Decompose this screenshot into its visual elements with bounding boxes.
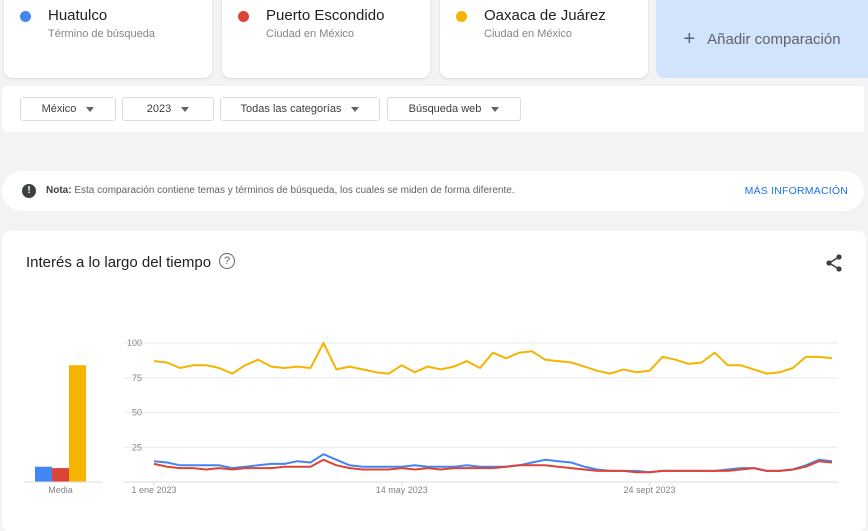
interest-chart: 25 50 75 100 1 ene 2023 14 may 2023 24 sept 20…	[24, 338, 838, 495]
y-tick-label: 75	[132, 373, 142, 383]
plus-icon: +	[683, 27, 696, 50]
add-comparison-label: Añadir comparación	[707, 30, 841, 48]
term-name: Oaxaca de Juárez	[484, 7, 606, 24]
average-label: Media	[48, 485, 73, 495]
chart-section-title: Interés a lo largo del tiempo	[26, 254, 212, 271]
period-dropdown[interactable]: 2023	[122, 97, 214, 121]
term-card-huatulco[interactable]: Huatulco Término de búsqueda	[4, 0, 212, 78]
term-card-oaxaca[interactable]: Oaxaca de Juárez Ciudad en México	[440, 0, 648, 78]
series-line-huatulco	[153, 453, 833, 474]
term-name: Puerto Escondido	[266, 7, 385, 24]
share-icon[interactable]	[824, 253, 844, 273]
y-tick-label: 25	[132, 442, 142, 452]
region-dropdown[interactable]: México	[20, 97, 116, 121]
x-tick-label: 24 sept 2023	[623, 485, 675, 495]
help-icon[interactable]: ?	[219, 253, 235, 269]
series-color-dot	[238, 11, 249, 22]
x-tick-label: 1 ene 2023	[131, 485, 176, 495]
series-color-dot	[456, 11, 467, 22]
term-name: Huatulco	[48, 7, 108, 24]
term-subtitle: Ciudad en México	[484, 28, 573, 40]
interest-over-time-card: Interés a lo largo del tiempo ? 25 50 75 10…	[2, 231, 866, 531]
caret-down-icon	[351, 106, 360, 112]
term-card-puerto-escondido[interactable]: Puerto Escondido Ciudad en México	[222, 0, 430, 78]
note-message: Esta comparación contiene temas y términ…	[74, 185, 515, 196]
search-type-dropdown[interactable]: Búsqueda web	[387, 97, 521, 121]
caret-down-icon	[86, 106, 95, 112]
term-subtitle: Término de búsqueda	[48, 28, 156, 40]
y-tick-label: 100	[127, 338, 142, 348]
note-text: Nota: Esta comparación contiene temas y …	[46, 185, 515, 196]
period-value: 2023	[146, 103, 172, 115]
add-comparison-button[interactable]: + Añadir comparación	[656, 0, 868, 78]
exclamation-icon: !	[22, 184, 36, 198]
caret-down-icon	[181, 106, 190, 112]
more-info-link[interactable]: MÁS INFORMACIÓN	[744, 185, 848, 197]
region-value: México	[41, 103, 77, 115]
y-tick-label: 50	[132, 408, 142, 418]
series-line-puerto-escondido	[153, 458, 833, 474]
category-value: Todas las categorías	[240, 103, 342, 115]
average-bar-puerto-escondido	[52, 468, 69, 482]
average-bar-huatulco	[35, 466, 52, 482]
search-type-value: Búsqueda web	[408, 103, 482, 115]
term-subtitle: Ciudad en México	[266, 28, 355, 40]
series-color-dot	[20, 11, 31, 22]
caret-down-icon	[491, 106, 500, 112]
category-dropdown[interactable]: Todas las categorías	[220, 97, 380, 121]
note-label: Nota:	[46, 185, 72, 196]
average-bar-oaxaca-de-ju-rez	[69, 365, 86, 482]
x-tick-label: 14 may 2023	[376, 485, 428, 495]
note-banner: ! Nota: Esta comparación contiene temas …	[2, 171, 864, 211]
filter-bar: México 2023 Todas las categorías Búsqued…	[2, 86, 864, 132]
series-line-oaxaca-de-ju-rez	[153, 342, 833, 375]
